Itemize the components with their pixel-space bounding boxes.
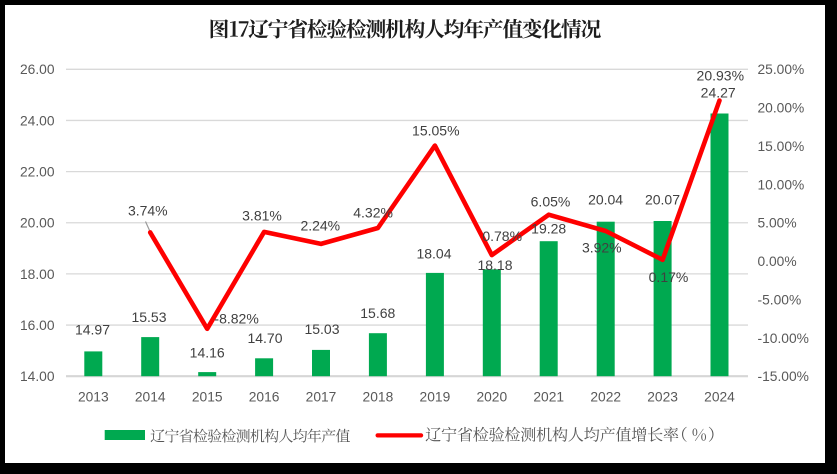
svg-text:2016: 2016 [249,389,280,404]
svg-text:20.93%: 20.93% [697,68,744,84]
svg-text:15.68: 15.68 [360,305,395,321]
svg-text:24.00: 24.00 [20,113,55,128]
svg-text:15.00%: 15.00% [758,139,805,154]
svg-text:20.04: 20.04 [588,192,623,208]
svg-text:2015: 2015 [192,389,223,404]
svg-text:2017: 2017 [306,389,337,404]
svg-text:24.27: 24.27 [701,85,736,101]
svg-text:18.04: 18.04 [416,245,451,261]
svg-text:19.28: 19.28 [531,220,566,236]
svg-text:18.00: 18.00 [20,267,55,282]
svg-text:22.00: 22.00 [20,165,55,180]
svg-text:-5.00%: -5.00% [758,292,802,307]
svg-text:20.07: 20.07 [645,192,680,208]
svg-text:2.24%: 2.24% [300,218,340,234]
svg-text:16.00: 16.00 [20,318,55,333]
svg-text:26.00: 26.00 [20,62,55,77]
svg-text:10.00%: 10.00% [758,177,805,192]
svg-text:14.97: 14.97 [75,321,110,337]
svg-text:3.92%: 3.92% [582,240,622,256]
svg-text:20.00: 20.00 [20,216,55,231]
svg-text:2023: 2023 [647,389,678,404]
svg-text:0.78%: 0.78% [482,228,522,244]
svg-text:15.05%: 15.05% [412,122,459,138]
svg-text:2020: 2020 [476,389,507,404]
svg-text:-15.00%: -15.00% [758,369,809,384]
svg-text:2014: 2014 [135,389,166,404]
svg-text:14.16: 14.16 [190,344,225,360]
svg-text:0.00%: 0.00% [758,254,797,269]
svg-text:6.05%: 6.05% [531,193,571,209]
svg-text:15.53: 15.53 [131,309,166,325]
svg-text:14.00: 14.00 [20,369,55,384]
svg-text:-8.82%: -8.82% [214,311,258,327]
svg-text:2022: 2022 [590,389,621,404]
svg-text:18.18: 18.18 [477,257,512,273]
svg-text:4.32%: 4.32% [353,204,393,220]
svg-text:2019: 2019 [420,389,451,404]
svg-text:2018: 2018 [363,389,394,404]
svg-text:2024: 2024 [704,389,735,404]
svg-text:14.70: 14.70 [247,330,282,346]
svg-text:3.74%: 3.74% [128,203,168,219]
svg-text:2013: 2013 [78,389,109,404]
svg-text:3.81%: 3.81% [242,207,282,223]
svg-text:15.03: 15.03 [304,321,339,337]
svg-text:25.00%: 25.00% [758,62,805,77]
svg-text:0.17%: 0.17% [649,269,689,285]
svg-text:5.00%: 5.00% [758,216,797,231]
svg-text:20.00%: 20.00% [758,101,805,116]
svg-text:2021: 2021 [533,389,564,404]
svg-text:-10.00%: -10.00% [758,331,809,346]
